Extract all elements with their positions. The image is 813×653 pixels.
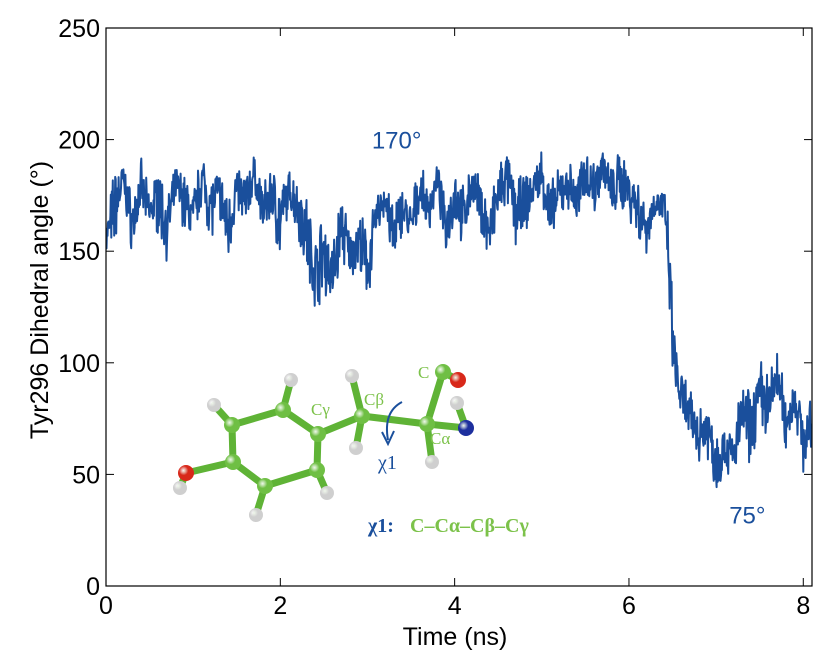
y-axis-label: Tyr296 Dihedral angle (°) <box>26 161 54 439</box>
label-c-beta: Cβ <box>364 390 384 409</box>
hydrogen-atom <box>249 508 263 522</box>
carbon-atom <box>309 462 325 478</box>
y-tick-label: 250 <box>58 15 100 43</box>
hydrogen-atom <box>320 486 334 500</box>
carbon-atom <box>419 416 435 432</box>
x-tick-label: 0 <box>99 592 113 620</box>
oxygen-atom <box>178 465 194 481</box>
carbon-atom <box>354 408 370 424</box>
bond <box>261 466 321 490</box>
carbon-atom <box>435 364 451 380</box>
angle-annotation: 75° <box>729 503 765 530</box>
nitrogen-atom <box>458 420 474 436</box>
x-tick-label: 6 <box>622 592 636 620</box>
hydrogen-atom <box>173 481 187 495</box>
x-axis-label: Time (ns) <box>403 623 508 651</box>
carbon-atom <box>224 417 240 433</box>
series-line <box>106 151 812 489</box>
carbon-atom <box>225 454 241 470</box>
chi-definition-prefix: χ1: <box>367 515 394 537</box>
angle-annotation: 170° <box>372 128 422 155</box>
x-tick-label: 2 <box>273 592 287 620</box>
y-tick-label: 200 <box>58 127 100 155</box>
bond <box>358 412 431 428</box>
plot-frame <box>105 27 813 587</box>
y-tick-label: 100 <box>58 350 100 378</box>
x-tick-label: 4 <box>448 592 462 620</box>
label-c: C <box>418 363 429 382</box>
chi-label: χ1 <box>377 452 397 474</box>
x-tick-label: 8 <box>796 592 810 620</box>
hydrogen-atom <box>207 398 221 412</box>
y-tick-label: 150 <box>58 238 100 266</box>
y-tick-label: 0 <box>86 573 100 601</box>
chi-definition-formula: C–Cα–Cβ–Cγ <box>410 515 529 537</box>
molecule-inset: Cγ Cβ C Cα χ1 χ1: C–Cα–Cβ–Cγ <box>173 363 529 537</box>
oxygen-atom <box>450 372 466 388</box>
hydrogen-atom <box>425 455 439 469</box>
label-c-alpha: Cα <box>430 429 450 448</box>
carbon-atom <box>257 478 273 494</box>
hydrogen-atom <box>345 369 359 383</box>
carbon-atom <box>275 402 291 418</box>
carbon-atom <box>310 426 326 442</box>
y-tick-label: 50 <box>72 461 100 489</box>
bond <box>423 368 447 428</box>
label-c-gamma: Cγ <box>311 400 330 419</box>
hydrogen-atom <box>349 441 363 455</box>
bond <box>182 458 237 477</box>
rotation-arrow-icon <box>386 401 403 441</box>
bond <box>228 406 287 429</box>
arrow-head-icon <box>381 430 395 447</box>
hydrogen-atom <box>450 396 464 410</box>
hydrogen-atom <box>284 373 298 387</box>
